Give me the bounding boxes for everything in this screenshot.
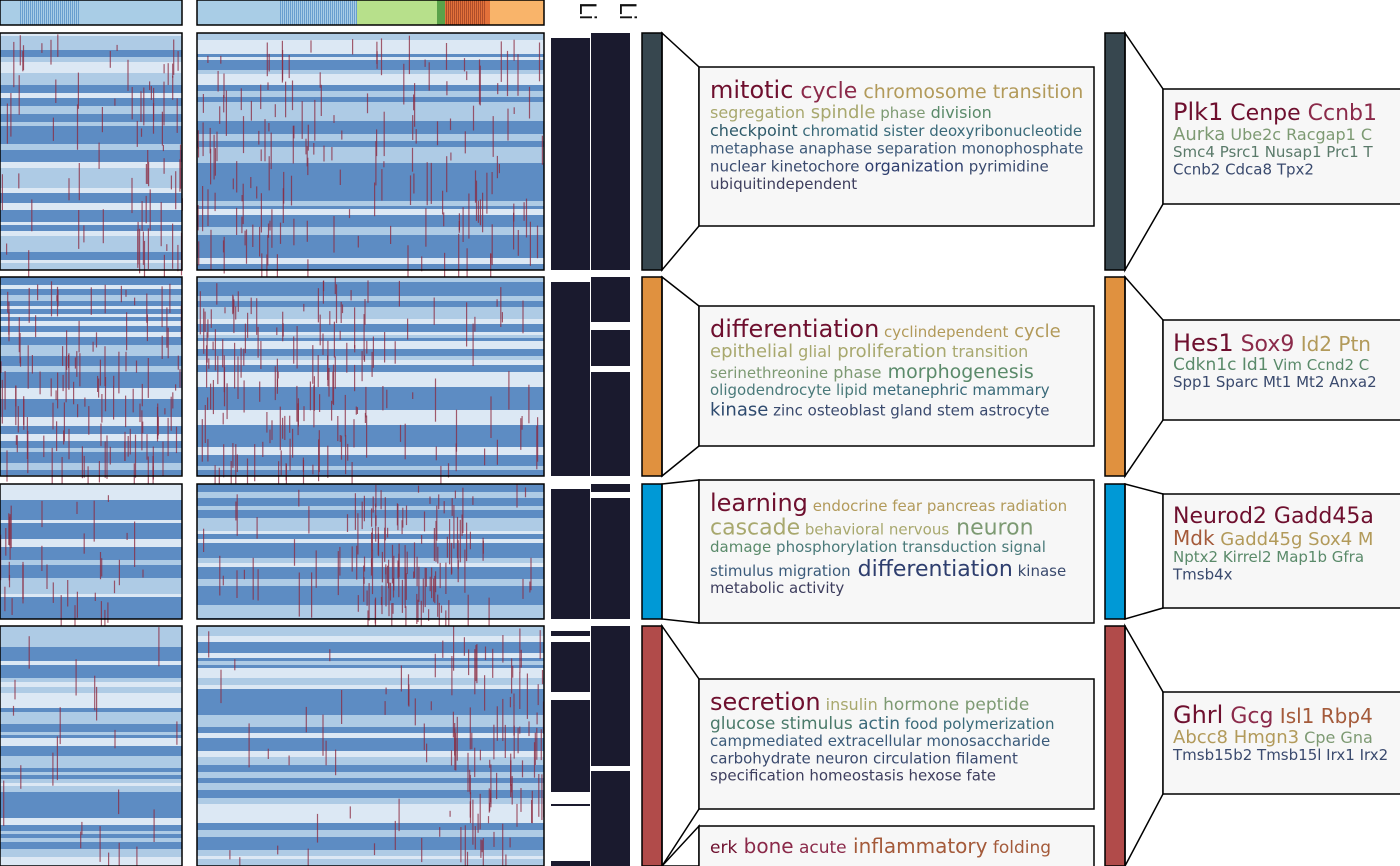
go-term-box (698, 305, 1095, 447)
annotation-label-2: Li (614, 2, 639, 20)
gene-cloud: Tmsb4x (1172, 565, 1233, 583)
go-term-cloud: mitotic cycle chromosome transition (710, 76, 1083, 104)
go-term-cloud: secretion insulin hormone peptide (710, 688, 1029, 716)
go-term-cloud: epithelial glial proliferation transitio… (710, 341, 1028, 362)
go-term-cloud: carbohydrate neuron circulation filament (710, 749, 1018, 767)
gene-cloud: Plk1 Cenpe Ccnb1 (1173, 98, 1377, 126)
heatmap-panels (0, 32, 545, 866)
go-term-cloud: glucose stimulus actin food polymerizati… (710, 714, 1054, 734)
gene-cloud: Cdkn1c Id1 Vim Ccnd2 C (1173, 355, 1369, 375)
gene-cloud: Mdk Gadd45g Sox4 M (1173, 526, 1373, 550)
annotation-columns (551, 32, 1126, 866)
go-term-cloud: ubiquitindependent (710, 175, 857, 193)
go-term-cloud: cascade behavioral nervous neuron (710, 516, 1034, 541)
go-term-cloud: metaphase anaphase separation monophosph… (710, 139, 1083, 157)
go-term-cloud: campmediated extracellular monosaccharid… (710, 732, 1050, 750)
gene-cloud: Abcc8 Hmgn3 Cpe Gna (1173, 727, 1373, 748)
gene-cloud: Nptx2 Kirrel2 Map1b Gfra (1173, 548, 1364, 566)
top-annotation-bar (0, 0, 545, 26)
go-term-cloud: segregation spindle phase division (710, 102, 992, 123)
gene-cloud: Smc4 Psrc1 Nusap1 Prc1 T (1173, 143, 1373, 161)
heatmap-block (196, 276, 545, 512)
connector-lines (660, 30, 1400, 866)
go-term-cloud: stimulus migration differentiation kinas… (710, 557, 1066, 582)
go-term-cloud: kinase zinc osteoblast gland stem astroc… (710, 399, 1049, 420)
gene-box (1162, 88, 1400, 205)
go-term-cloud: serinethreonine phase morphogenesis (710, 361, 1034, 383)
gene-cloud: Ccnb2 Cdca8 Tpx2 (1173, 160, 1314, 178)
gene-cloud: Aurka Ube2c Racgap1 C (1173, 124, 1372, 145)
go-term-cloud: differentiation cyclindependent cycle (710, 315, 1061, 343)
annotation-label-1: Li (574, 2, 599, 20)
cluster-color-bar (1104, 625, 1126, 866)
word-clouds: mitotic cycle chromosome transitionsegre… (710, 76, 1388, 858)
heatmap-block (0, 276, 183, 504)
gene-cloud: Spp1 Sparc Mt1 Mt2 Anxa2 (1173, 373, 1377, 391)
gene-box (1162, 691, 1400, 795)
heatmap-block (196, 625, 545, 866)
go-term-box (698, 825, 1095, 866)
cluster-color-bar (641, 276, 663, 477)
cluster-color-bar (1104, 276, 1126, 477)
gene-cloud: Tmsb15b2 Tmsb15l Irx1 Irx2 (1172, 746, 1388, 764)
cluster-color-bar (1104, 32, 1126, 271)
go-term-cloud: metabolic activity (710, 579, 844, 597)
go-term-cloud: damage phosphorylation transduction sign… (710, 538, 1046, 556)
cluster-color-bar (641, 483, 663, 620)
gene-cloud: Neurod2 Gadd45a (1173, 504, 1374, 529)
gene-box (1162, 493, 1400, 609)
go-term-cloud: erk bone acute inflammatory folding (710, 834, 1051, 858)
heatmap-block (196, 32, 545, 300)
go-term-box (698, 479, 1095, 624)
go-term-cloud: oligodendrocyte lipid metanephric mammar… (710, 381, 1050, 399)
cluster-color-bar (641, 625, 663, 866)
gene-cloud: Ghrl Gcg Isl1 Rbp4 (1173, 701, 1373, 729)
cluster-color-bar (641, 32, 663, 271)
go-term-box (698, 66, 1095, 227)
go-term-box (698, 678, 1095, 810)
heatmap-block (0, 32, 183, 295)
gene-cloud: Hes1 Sox9 Id2 Ptn (1173, 329, 1371, 357)
go-term-cloud: nuclear kinetochore organization pyrimid… (710, 157, 1049, 176)
go-term-cloud: checkpoint chromatid sister deoxyribonuc… (710, 121, 1082, 140)
go-term-cloud: specification homeostasis hexose fate (710, 767, 996, 785)
go-term-cloud: learning endocrine fear pancreas radiati… (710, 489, 1067, 517)
gene-box (1162, 319, 1400, 421)
annotation-labels: Li Li (574, 2, 639, 20)
heatmap-block (0, 625, 183, 866)
heatmap-block (196, 483, 545, 646)
cluster-color-bar (1104, 483, 1126, 620)
heatmap-block (0, 483, 183, 656)
